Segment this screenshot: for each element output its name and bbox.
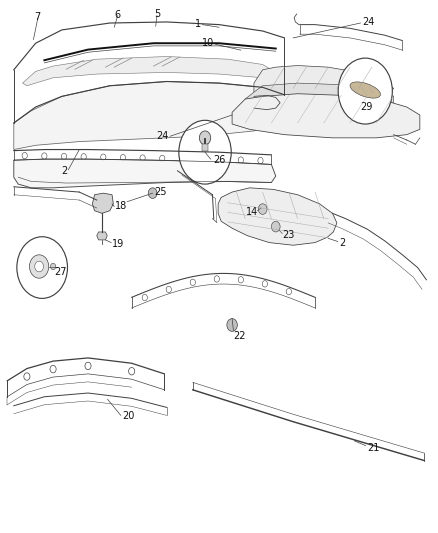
Text: 20: 20 — [122, 411, 134, 422]
Circle shape — [190, 279, 195, 286]
Circle shape — [24, 373, 30, 380]
Circle shape — [101, 154, 106, 160]
Polygon shape — [14, 82, 289, 150]
Text: 7: 7 — [35, 12, 41, 22]
Circle shape — [219, 157, 224, 163]
Circle shape — [35, 261, 43, 272]
Circle shape — [179, 120, 231, 184]
Text: 6: 6 — [115, 10, 121, 20]
Circle shape — [85, 362, 91, 369]
Polygon shape — [245, 83, 394, 108]
Polygon shape — [202, 144, 208, 151]
Circle shape — [17, 237, 67, 298]
Polygon shape — [218, 188, 337, 245]
Circle shape — [29, 255, 49, 278]
Circle shape — [81, 154, 86, 160]
Polygon shape — [97, 232, 107, 240]
Polygon shape — [92, 193, 113, 213]
Text: 18: 18 — [115, 201, 127, 212]
Ellipse shape — [350, 82, 381, 98]
Text: 27: 27 — [54, 267, 67, 277]
Circle shape — [238, 277, 244, 283]
Polygon shape — [254, 66, 394, 103]
Circle shape — [129, 368, 135, 375]
Text: 19: 19 — [112, 239, 124, 248]
Circle shape — [159, 155, 165, 161]
Circle shape — [286, 288, 291, 295]
Text: 24: 24 — [362, 17, 374, 27]
Text: 21: 21 — [367, 443, 380, 453]
Text: 2: 2 — [339, 238, 345, 247]
Text: 5: 5 — [154, 9, 160, 19]
Circle shape — [120, 155, 126, 161]
Circle shape — [199, 131, 211, 145]
Circle shape — [238, 157, 244, 163]
Polygon shape — [232, 94, 420, 138]
Text: 2: 2 — [61, 166, 67, 176]
Circle shape — [148, 188, 157, 198]
Circle shape — [199, 156, 204, 163]
Circle shape — [338, 58, 392, 124]
Circle shape — [42, 153, 47, 159]
Circle shape — [22, 152, 27, 159]
Circle shape — [272, 221, 280, 232]
Circle shape — [140, 155, 145, 161]
Text: 14: 14 — [246, 207, 258, 217]
Polygon shape — [22, 56, 272, 86]
Text: 1: 1 — [194, 19, 201, 29]
Circle shape — [258, 204, 267, 214]
Circle shape — [214, 276, 219, 282]
Circle shape — [227, 319, 237, 332]
Text: 29: 29 — [360, 102, 373, 112]
Text: 25: 25 — [154, 187, 167, 197]
Polygon shape — [14, 159, 276, 188]
Text: 26: 26 — [213, 155, 226, 165]
Text: 22: 22 — [234, 330, 246, 341]
Circle shape — [50, 263, 56, 270]
Text: 10: 10 — [201, 38, 214, 48]
Circle shape — [258, 157, 263, 164]
Circle shape — [61, 154, 67, 159]
Circle shape — [142, 294, 148, 301]
Text: 24: 24 — [156, 131, 168, 141]
Circle shape — [179, 156, 184, 162]
Circle shape — [262, 281, 268, 287]
Circle shape — [166, 286, 171, 293]
Text: 23: 23 — [283, 230, 295, 240]
Circle shape — [50, 366, 56, 373]
